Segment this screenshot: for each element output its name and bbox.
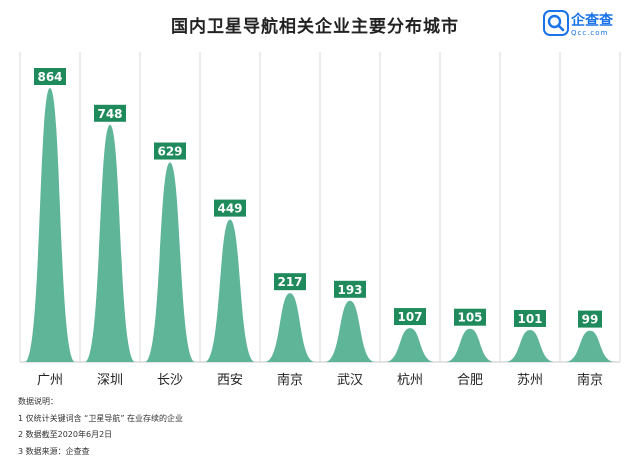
- data-label: 99: [582, 313, 599, 327]
- data-label-bg: [214, 199, 246, 217]
- chart-bar: [384, 328, 436, 362]
- x-tick-label: 南京: [577, 372, 603, 388]
- qcc-search-icon: [543, 10, 569, 36]
- notes-heading: 数据说明：: [18, 397, 58, 406]
- data-label-bg: [154, 142, 186, 160]
- chart-bar: [24, 88, 76, 362]
- notes-line: 3 数据来源：企查查: [18, 446, 90, 456]
- data-notes: 数据说明： 1 仅统计关键词含 “卫星导航” 在业存续的企业 2 数据截至202…: [18, 394, 183, 460]
- data-label: 864: [37, 70, 62, 84]
- data-label: 449: [217, 202, 242, 216]
- chart-bar: [84, 124, 136, 362]
- notes-line: 1 仅统计关键词含 “卫星导航” 在业存续的企业: [18, 413, 184, 423]
- x-tick-label: 武汉: [337, 373, 363, 388]
- chart-bar: [264, 293, 316, 362]
- data-label: 105: [457, 311, 482, 325]
- chart-bar: [564, 330, 616, 362]
- x-tick-label: 苏州: [517, 372, 543, 388]
- data-label-bg: [514, 309, 546, 327]
- x-tick-label: 南京: [277, 372, 303, 388]
- chart-bar: [504, 329, 556, 362]
- data-label-bg: [578, 310, 602, 328]
- chart-bar: [324, 300, 376, 362]
- data-label: 193: [337, 283, 362, 297]
- data-label-bg: [454, 308, 486, 326]
- x-tick-label: 广州: [37, 373, 63, 388]
- data-label-bg: [394, 308, 426, 326]
- x-tick-label: 杭州: [397, 373, 423, 388]
- chart-bar: [144, 162, 196, 362]
- x-tick-label: 合肥: [457, 373, 483, 388]
- data-label: 101: [517, 312, 542, 326]
- x-tick-label: 深圳: [97, 373, 123, 388]
- logo: 企查查 Qcc.com: [543, 8, 623, 44]
- chart-title: 国内卫星导航相关企业主要分布城市: [171, 17, 459, 37]
- data-label: 629: [157, 145, 182, 159]
- data-label: 107: [397, 310, 422, 324]
- x-tick-label: 西安: [217, 373, 243, 388]
- data-label: 748: [97, 107, 122, 121]
- data-label: 217: [277, 275, 302, 289]
- chart-bar: [444, 328, 496, 362]
- logo-name: 企查查: [571, 13, 613, 29]
- data-label-bg: [94, 104, 126, 122]
- data-label-bg: [274, 273, 306, 291]
- notes-line: 2 数据截至2020年6月2日: [18, 430, 113, 439]
- data-label-bg: [334, 280, 366, 298]
- data-label-bg: [34, 68, 66, 85]
- x-tick-label: 长沙: [157, 373, 183, 388]
- chart-bar: [204, 219, 256, 362]
- logo-domain: Qcc.com: [571, 29, 609, 37]
